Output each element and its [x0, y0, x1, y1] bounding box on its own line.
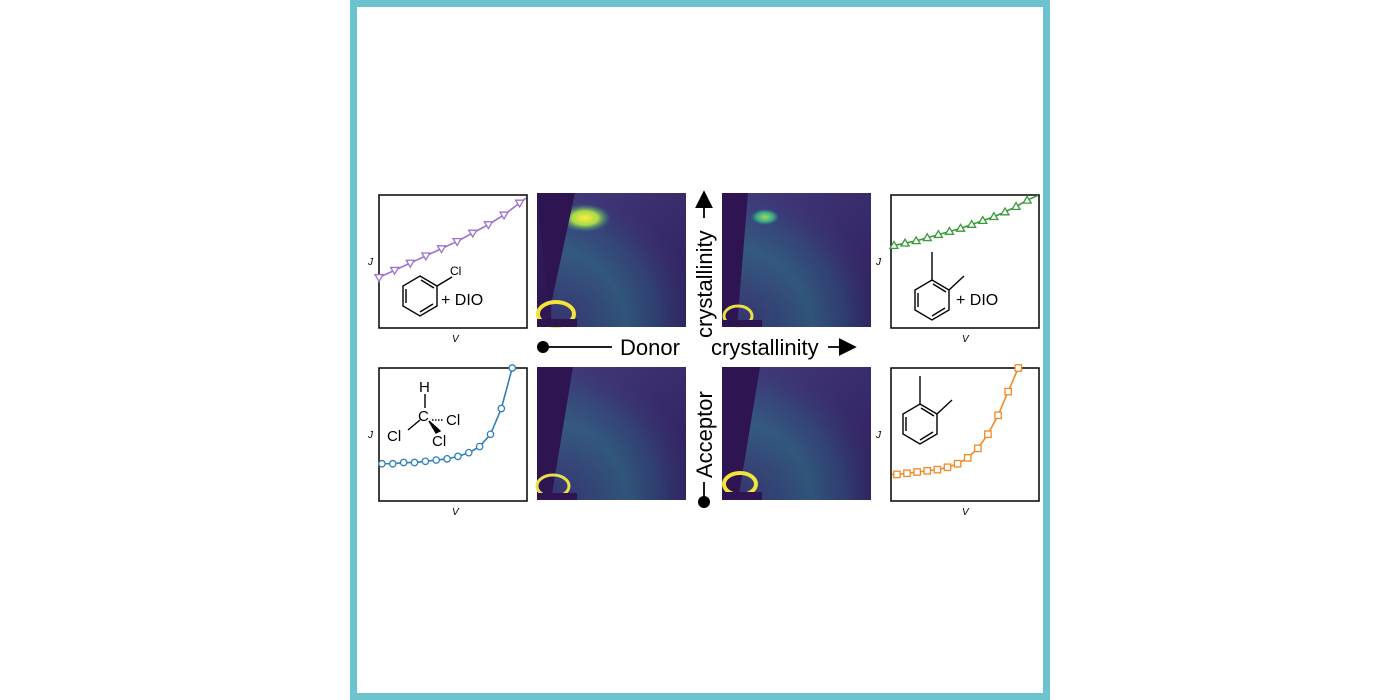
data-point — [410, 458, 419, 467]
data-point — [1004, 387, 1013, 396]
data-point — [405, 259, 416, 269]
plot-frame — [378, 367, 528, 502]
data-point — [899, 237, 911, 247]
data-point — [483, 221, 494, 230]
chlorine-label-left: Cl — [387, 428, 401, 445]
data-point — [508, 364, 517, 372]
donor-crystallinity-arrow: Donor crystallinity — [537, 335, 857, 360]
data-point — [923, 467, 932, 475]
data-point — [913, 468, 921, 476]
plot-frame — [890, 367, 1040, 502]
x-axis-label: V — [962, 334, 970, 345]
scattering-map-bottom-right — [722, 367, 871, 500]
additive-label: + DIO — [441, 292, 483, 309]
chlorobenzene-structure — [402, 275, 453, 317]
acceptor-crystallinity-arrow: Acceptor crystallinity — [692, 190, 717, 508]
data-point — [1010, 201, 1022, 211]
data-point — [933, 229, 944, 239]
o-xylene-structure — [914, 252, 965, 321]
y-axis-label: J — [367, 430, 374, 441]
data-point — [994, 411, 1002, 420]
data-point — [373, 274, 385, 283]
jv-plot-oxylene-dio: J V + DIO — [875, 194, 1040, 345]
plot-area — [373, 197, 527, 283]
jv-plot-oxylene: J V — [875, 364, 1040, 518]
data-point — [443, 454, 451, 463]
data-point — [399, 458, 408, 467]
data-point — [498, 211, 510, 221]
data-point — [421, 457, 430, 466]
chlorine-label-bottom: Cl — [432, 433, 446, 450]
acceptor-crystallinity-label: crystallinity — [692, 230, 717, 338]
data-point — [943, 463, 952, 472]
data-point — [514, 199, 525, 209]
acceptor-label: Acceptor — [692, 391, 717, 478]
data-point — [1014, 364, 1023, 372]
data-point — [389, 266, 400, 276]
data-point — [911, 235, 922, 245]
jv-plot-chloroform: J V H C Cl Cl Cl — [367, 364, 528, 518]
data-point — [922, 232, 933, 242]
x-axis-label: V — [452, 334, 460, 345]
data-point — [436, 245, 447, 254]
scattering-map-bottom-left — [535, 367, 686, 500]
data-point — [988, 211, 999, 221]
donor-crystallinity-label: crystallinity — [711, 335, 819, 360]
scattering-map-top-left — [536, 193, 686, 328]
y-axis-label: J — [875, 430, 882, 441]
data-point — [955, 223, 966, 232]
data-point — [388, 459, 397, 468]
data-point — [497, 404, 506, 413]
data-point — [903, 469, 911, 478]
carbon-label: C — [418, 408, 429, 425]
o-xylene-structure — [902, 376, 953, 445]
data-point — [944, 226, 955, 235]
y-axis-label: J — [367, 257, 374, 268]
additive-label: + DIO — [956, 292, 998, 309]
data-point — [467, 229, 478, 239]
chloroform-structure — [407, 394, 444, 434]
data-point — [1022, 195, 1033, 204]
plot-area — [892, 364, 1023, 479]
jv-plot-chlorobenzene-dio: J V Cl + DIO — [367, 194, 528, 345]
donor-label: Donor — [620, 335, 680, 360]
data-point — [432, 456, 441, 464]
teal-frame — [350, 0, 1050, 700]
y-axis-label: J — [875, 257, 882, 268]
data-point — [999, 206, 1011, 216]
x-axis-label: V — [962, 507, 970, 518]
chlorine-label-right: Cl — [446, 412, 460, 429]
data-point — [454, 452, 462, 461]
plot-area — [378, 364, 517, 468]
data-point — [420, 252, 432, 262]
data-point — [486, 430, 495, 439]
data-point — [888, 240, 900, 249]
data-point — [933, 465, 942, 474]
scattering-map-top-right — [722, 193, 871, 328]
data-point — [963, 453, 972, 462]
data-point — [973, 444, 982, 453]
hydrogen-label: H — [419, 379, 430, 396]
x-axis-label: V — [452, 507, 460, 518]
plot-area — [888, 194, 1039, 249]
data-point — [984, 430, 992, 439]
data-point — [451, 237, 463, 247]
data-point — [893, 470, 901, 479]
data-point — [953, 459, 962, 468]
data-point — [966, 219, 977, 228]
chlorine-label: Cl — [450, 264, 461, 278]
data-point — [977, 215, 988, 225]
data-point — [475, 442, 484, 451]
data-point — [464, 448, 473, 457]
data-point — [378, 459, 386, 468]
